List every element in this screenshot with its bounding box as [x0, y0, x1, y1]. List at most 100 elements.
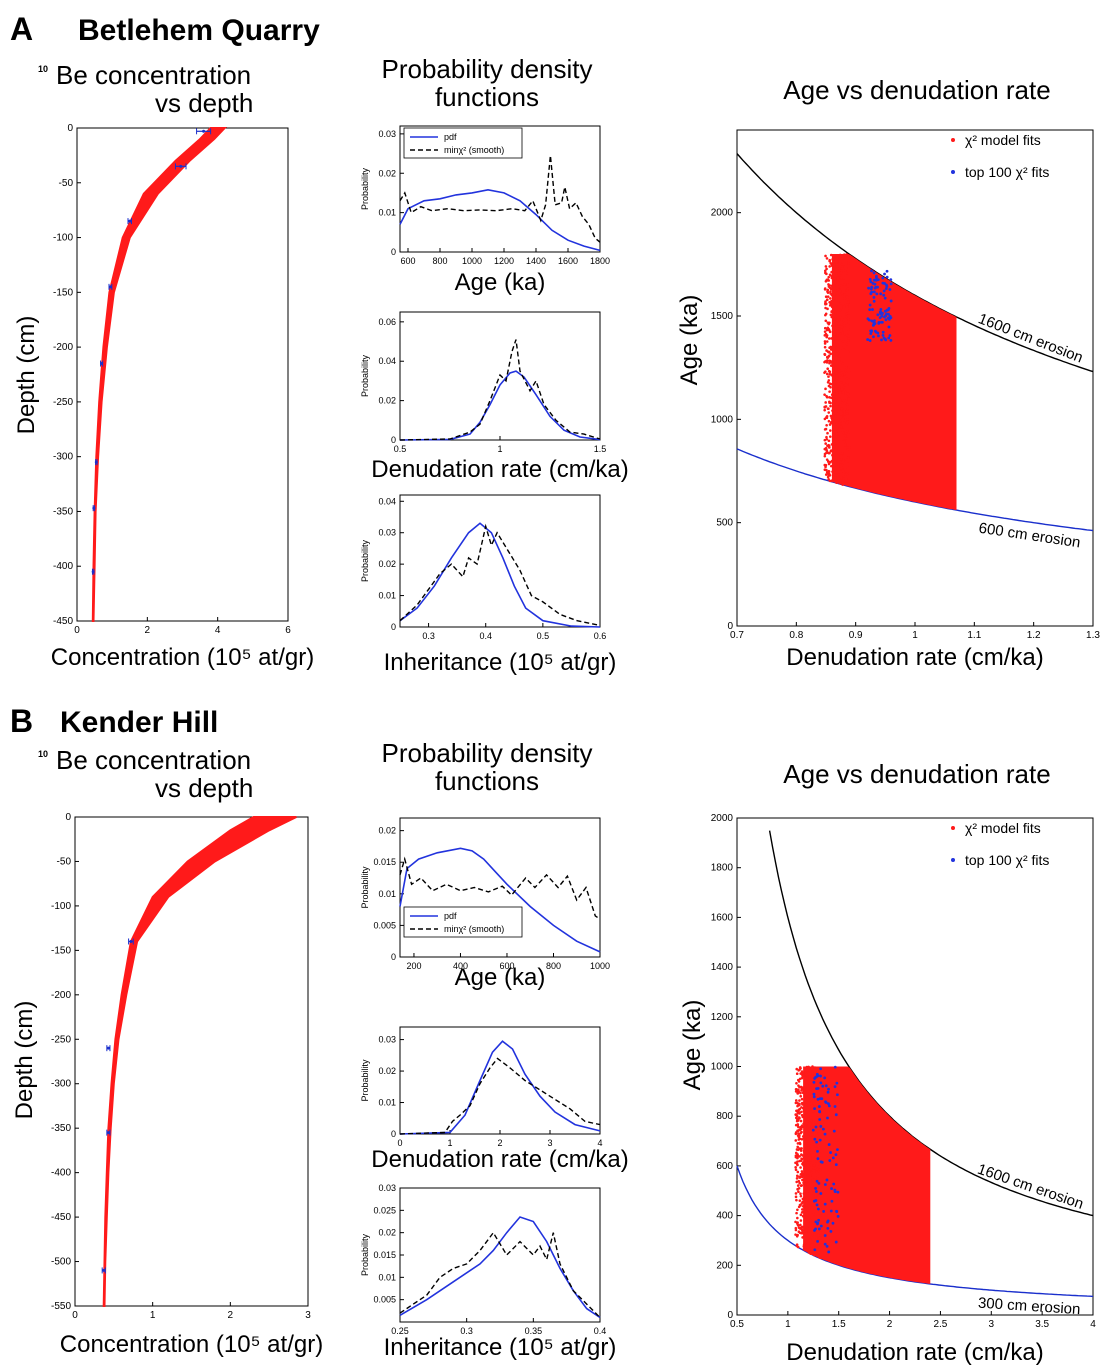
top-fit-point [816, 1157, 820, 1161]
model-fit-point [826, 475, 830, 479]
plot-frame [399, 817, 601, 958]
model-fit-point [794, 1195, 798, 1199]
model-fit-point [794, 1099, 798, 1102]
model-fit-point [805, 1226, 809, 1229]
model-fit-point [839, 412, 843, 416]
top-fit-point [879, 320, 883, 324]
model-fit-point [837, 316, 840, 319]
x-tick-label: 0.25 [391, 1326, 409, 1336]
top-fit-point [819, 1125, 823, 1128]
y-tick-label: 0 [391, 247, 396, 257]
model-fit-point [847, 350, 850, 354]
model-fit-point [813, 1215, 816, 1218]
y-axis-label: Probability [360, 866, 370, 909]
top-fit-point [887, 336, 891, 340]
legend-model-fits-marker [951, 826, 955, 830]
model-fit-point [809, 1139, 813, 1143]
top-fit-point [873, 286, 877, 290]
model-fit-point [825, 416, 829, 420]
model-fit-point [845, 482, 848, 486]
y-tick-label: -400 [53, 561, 73, 572]
model-fit-point [812, 1253, 816, 1257]
sample-point [129, 939, 133, 943]
erosion-curve-label: 300 cm erosion [977, 1295, 1080, 1319]
model-fit-point [842, 440, 846, 444]
model-fit-point [842, 388, 846, 392]
top-fit-point [814, 1227, 817, 1231]
top-fit-point [881, 276, 885, 280]
model-fit-point [810, 1125, 813, 1129]
top-fit-point [871, 308, 874, 311]
model-fit-point [838, 253, 842, 257]
section-b-pdf-title-line2: functions [435, 766, 539, 796]
model-fit-point [846, 298, 849, 301]
x-axis-label: Denudation rate (cm/ka) [786, 644, 1043, 671]
top-fit-point [870, 290, 874, 294]
top-fit-point [826, 1090, 830, 1094]
model-fit-point [823, 406, 827, 409]
model-fit-point [847, 334, 851, 338]
model-fit-point [824, 387, 827, 391]
top-fit-point [830, 1187, 833, 1190]
model-fits-area [831, 254, 957, 511]
model-fit-point [818, 1144, 822, 1148]
top-fit-point [831, 1221, 835, 1225]
y-tick-label: 0.01 [378, 1272, 396, 1282]
model-fit-point [832, 456, 836, 460]
y-axis-label: Depth (cm) [13, 316, 40, 435]
model-fit-point [807, 1182, 810, 1186]
model-fit-point [827, 379, 831, 382]
model-fit-point [801, 1229, 804, 1233]
model-fit-point [803, 1076, 807, 1079]
model-fit-point [833, 423, 837, 427]
x-tick-label: 0.4 [479, 631, 492, 641]
y-tick-label: -150 [53, 287, 73, 298]
model-fit-point [813, 1066, 817, 1069]
model-fit-point [837, 297, 841, 301]
section-a-letter: A [10, 11, 33, 47]
x-tick-label: 0.7 [730, 630, 744, 641]
model-fit-point [797, 1138, 801, 1141]
model-fit-point [838, 289, 842, 293]
model-fit-point [798, 1077, 802, 1081]
model-fit-point [803, 1129, 806, 1133]
model-fit-point [833, 437, 837, 440]
model-fit-point [846, 466, 849, 470]
model-fit-point [836, 276, 840, 280]
model-fit-point [818, 1071, 821, 1074]
model-fit-point [802, 1109, 806, 1113]
model-fit-point [835, 390, 838, 393]
pdf-line [399, 1040, 601, 1135]
model-fit-point [834, 316, 837, 320]
model-fit-point [831, 453, 834, 457]
model-fit-point [796, 1123, 800, 1126]
chart-A-pdf-age: 600 800 1000 1200 1400 1600 1800 0 0.01 0.02 0.03 A… [360, 125, 610, 296]
top-fit-point [813, 1077, 817, 1080]
sample-point [92, 506, 96, 510]
model-fit-point [794, 1192, 798, 1195]
model-fit-point [802, 1243, 806, 1247]
top-fit-point [815, 1072, 819, 1076]
y-tick-label: -450 [53, 616, 73, 627]
model-fit-point [819, 1112, 822, 1116]
model-fit-point [848, 446, 851, 449]
model-fit-point [824, 295, 828, 298]
top-fit-point [813, 1248, 817, 1252]
model-fit-point [843, 383, 847, 387]
model-fit-point [839, 401, 842, 404]
model-fit-point [794, 1161, 797, 1165]
model-fit-point [810, 1184, 814, 1187]
model-fit-point [831, 261, 835, 265]
model-fit-point [839, 419, 843, 422]
y-tick-label: 0.005 [373, 1295, 396, 1305]
y-tick-label: -300 [51, 1079, 71, 1090]
y-tick-label: 500 [716, 518, 733, 529]
section-b-letter: B [10, 703, 33, 739]
model-fit-point [833, 277, 837, 281]
top-fit-point [882, 289, 886, 293]
model-fit-point [847, 303, 851, 307]
model-fit-point [844, 399, 848, 403]
y-tick-label: 0.04 [378, 496, 396, 506]
model-fit-point [799, 1223, 802, 1227]
model-fit-point [796, 1142, 800, 1145]
